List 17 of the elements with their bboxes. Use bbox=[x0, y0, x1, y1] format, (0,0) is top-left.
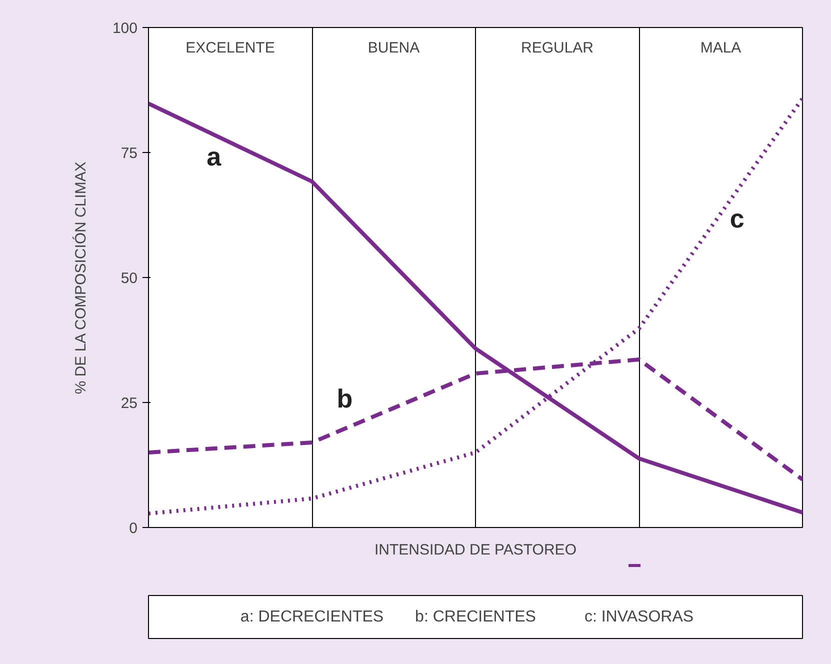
y-tick-label: 25 bbox=[120, 395, 138, 412]
y-tick-label: 75 bbox=[120, 145, 138, 162]
text: c: INVASORAS bbox=[584, 608, 694, 626]
y-tick-label: 50 bbox=[120, 270, 138, 287]
series-label: a bbox=[206, 142, 222, 172]
y-tick-label: 100 bbox=[112, 20, 138, 37]
text: b: CRECIENTES bbox=[415, 608, 536, 626]
x-axis-title: INTENSIDAD DE PASTOREO bbox=[374, 542, 576, 558]
annotation: EXCELENTE bbox=[186, 40, 275, 56]
series-label: c bbox=[730, 204, 744, 234]
series-label: b bbox=[336, 384, 353, 414]
annotation: BUENA bbox=[368, 40, 420, 56]
y-axis-title: % DE LA COMPOSICIÓN CLIMAX bbox=[71, 162, 90, 394]
y-tick-label: 0 bbox=[129, 520, 138, 537]
annotation: MALA bbox=[700, 40, 742, 56]
annotation: REGULAR bbox=[520, 40, 594, 56]
text: a: DECRECIENTES bbox=[240, 608, 384, 626]
